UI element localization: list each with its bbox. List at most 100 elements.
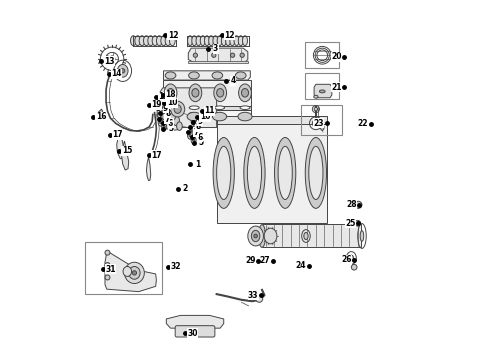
Polygon shape bbox=[164, 71, 250, 80]
Ellipse shape bbox=[124, 262, 145, 283]
Ellipse shape bbox=[349, 255, 353, 261]
Ellipse shape bbox=[163, 126, 165, 128]
Ellipse shape bbox=[239, 84, 251, 102]
Ellipse shape bbox=[215, 106, 224, 109]
Ellipse shape bbox=[129, 266, 140, 279]
Polygon shape bbox=[314, 84, 332, 98]
Text: 17: 17 bbox=[112, 130, 122, 139]
Ellipse shape bbox=[195, 126, 197, 128]
Ellipse shape bbox=[162, 123, 167, 130]
Ellipse shape bbox=[152, 36, 158, 46]
Ellipse shape bbox=[121, 69, 125, 73]
Text: 5: 5 bbox=[169, 124, 174, 133]
Text: 8: 8 bbox=[165, 109, 171, 118]
Ellipse shape bbox=[312, 120, 319, 127]
Ellipse shape bbox=[164, 106, 174, 109]
Ellipse shape bbox=[192, 36, 197, 46]
Ellipse shape bbox=[193, 53, 197, 57]
Ellipse shape bbox=[193, 139, 195, 141]
Ellipse shape bbox=[130, 36, 136, 46]
Text: 3: 3 bbox=[213, 44, 218, 53]
Ellipse shape bbox=[212, 53, 216, 57]
Ellipse shape bbox=[189, 113, 194, 120]
Ellipse shape bbox=[242, 89, 248, 97]
Polygon shape bbox=[105, 251, 156, 292]
Ellipse shape bbox=[167, 102, 174, 111]
Ellipse shape bbox=[214, 84, 226, 102]
Ellipse shape bbox=[193, 121, 195, 123]
Text: 9: 9 bbox=[163, 104, 168, 113]
Bar bbox=[188, 61, 248, 63]
Ellipse shape bbox=[187, 112, 201, 121]
Ellipse shape bbox=[264, 228, 277, 244]
Ellipse shape bbox=[174, 105, 181, 113]
Text: 15: 15 bbox=[122, 147, 132, 156]
Text: 27: 27 bbox=[260, 256, 270, 265]
Ellipse shape bbox=[158, 99, 163, 106]
Text: 28: 28 bbox=[346, 200, 357, 209]
Ellipse shape bbox=[204, 36, 209, 46]
Ellipse shape bbox=[148, 36, 153, 46]
Ellipse shape bbox=[235, 72, 246, 79]
Ellipse shape bbox=[238, 36, 243, 46]
Text: 17: 17 bbox=[151, 151, 162, 160]
Ellipse shape bbox=[314, 107, 318, 111]
Text: 21: 21 bbox=[331, 83, 342, 92]
Ellipse shape bbox=[160, 122, 162, 123]
Ellipse shape bbox=[171, 101, 185, 117]
Ellipse shape bbox=[158, 119, 163, 126]
Ellipse shape bbox=[160, 114, 165, 122]
Text: 5: 5 bbox=[199, 138, 204, 147]
Ellipse shape bbox=[230, 36, 235, 46]
Bar bbox=[217, 116, 326, 124]
Text: 30: 30 bbox=[187, 329, 198, 338]
Ellipse shape bbox=[123, 266, 132, 276]
Ellipse shape bbox=[156, 36, 162, 46]
FancyBboxPatch shape bbox=[175, 326, 215, 337]
Ellipse shape bbox=[188, 36, 193, 46]
Ellipse shape bbox=[190, 127, 195, 135]
Ellipse shape bbox=[200, 36, 205, 46]
Ellipse shape bbox=[309, 146, 323, 199]
Polygon shape bbox=[166, 315, 224, 328]
Ellipse shape bbox=[194, 123, 198, 130]
Ellipse shape bbox=[170, 36, 175, 46]
Ellipse shape bbox=[225, 36, 231, 46]
Text: 7: 7 bbox=[164, 114, 170, 123]
Ellipse shape bbox=[278, 146, 292, 199]
Text: 4: 4 bbox=[231, 76, 236, 85]
Text: 29: 29 bbox=[245, 256, 256, 265]
Polygon shape bbox=[117, 131, 125, 159]
Text: 8: 8 bbox=[195, 122, 200, 131]
Polygon shape bbox=[188, 48, 248, 62]
Bar bbox=[164, 105, 251, 110]
Text: 33: 33 bbox=[248, 291, 258, 300]
Ellipse shape bbox=[159, 102, 162, 105]
Ellipse shape bbox=[355, 201, 362, 208]
Text: 11: 11 bbox=[204, 107, 215, 116]
Bar bbox=[301, 104, 342, 135]
Ellipse shape bbox=[238, 112, 252, 121]
Ellipse shape bbox=[144, 36, 149, 46]
Ellipse shape bbox=[164, 84, 177, 102]
Ellipse shape bbox=[213, 138, 234, 208]
Bar bbox=[217, 123, 326, 222]
Ellipse shape bbox=[355, 220, 361, 226]
Bar bbox=[262, 224, 361, 247]
Text: 6: 6 bbox=[168, 119, 173, 128]
Ellipse shape bbox=[213, 36, 218, 46]
Text: 12: 12 bbox=[168, 31, 178, 40]
Bar bbox=[305, 73, 339, 99]
Text: 6: 6 bbox=[197, 133, 202, 142]
Ellipse shape bbox=[135, 36, 141, 46]
Bar bbox=[164, 110, 251, 123]
Ellipse shape bbox=[258, 225, 266, 247]
Ellipse shape bbox=[360, 231, 364, 241]
Ellipse shape bbox=[193, 332, 197, 336]
Ellipse shape bbox=[212, 72, 222, 79]
Text: 14: 14 bbox=[111, 69, 122, 78]
Ellipse shape bbox=[132, 271, 137, 275]
Text: 11: 11 bbox=[158, 92, 169, 101]
Ellipse shape bbox=[244, 138, 265, 208]
Text: 18: 18 bbox=[165, 90, 176, 99]
